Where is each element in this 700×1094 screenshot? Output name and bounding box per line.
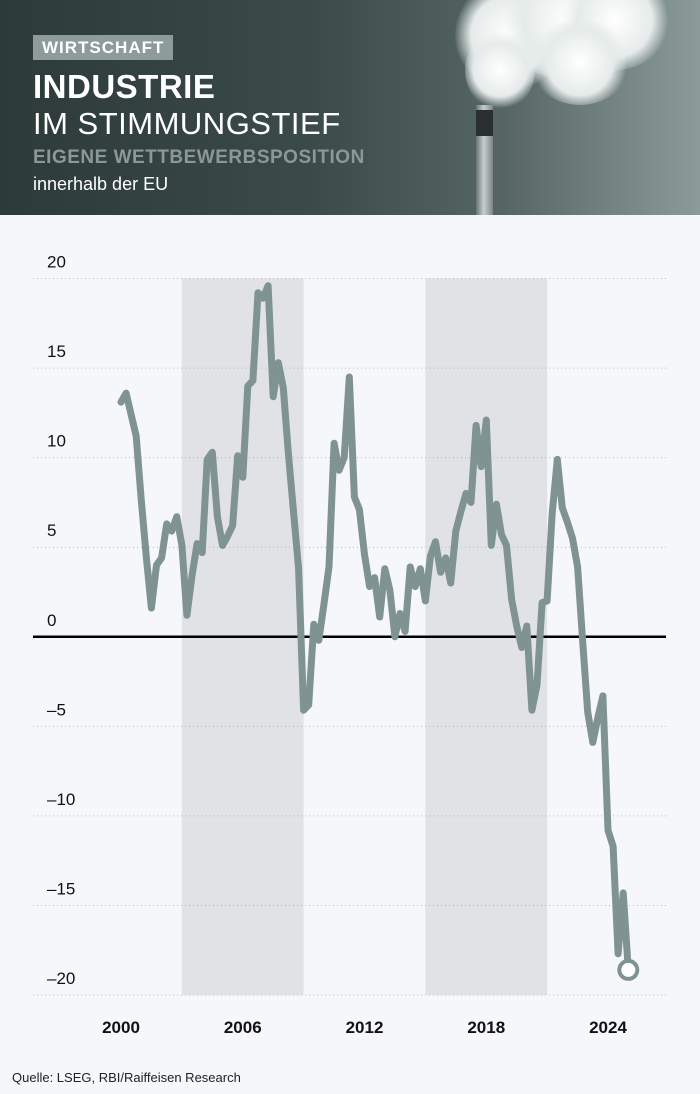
y-tick-label: 5 [47, 521, 56, 540]
smoke-cloud [465, 30, 535, 110]
x-tick-label: 2012 [346, 1018, 384, 1037]
smoke-cloud [530, 20, 630, 105]
x-tick-label: 2024 [589, 1018, 627, 1037]
series [117, 282, 640, 981]
x-axis-ticks: 2000 2006 2012 2018 2024 [102, 1018, 627, 1037]
category-tag: WIRTSCHAFT [33, 35, 174, 60]
y-tick-label: –5 [47, 700, 66, 719]
title-line-1: INDUSTRIE [33, 68, 216, 105]
y-tick-label: –10 [47, 790, 75, 809]
x-tick-label: 2018 [467, 1018, 505, 1037]
end-point-marker [617, 958, 640, 981]
series-line [117, 282, 632, 974]
y-tick-label: –15 [47, 879, 75, 898]
chart-subtitle: EIGENE WETTBEWERBSPOSITION [33, 147, 365, 168]
y-tick-label: 20 [47, 253, 66, 272]
x-tick-label: 2006 [224, 1018, 262, 1037]
y-tick-label: –20 [47, 969, 75, 988]
header-banner: WIRTSCHAFT INDUSTRIE IM STIMMUNGSTIEF EI… [0, 0, 700, 215]
chart-subtitle-2: innerhalb der EU [33, 174, 169, 194]
line-chart: 20 15 10 5 0 –5 –10 –15 –20 2000 2006 2012 2018 2024 [33, 253, 666, 1037]
y-tick-label: 15 [47, 342, 66, 361]
chimney-band [476, 110, 493, 136]
source-note: Quelle: LSEG, RBI/Raiffeisen Research [12, 1070, 241, 1085]
y-axis-ticks: 20 15 10 5 0 –5 –10 –15 –20 [47, 253, 75, 989]
x-tick-label: 2000 [102, 1018, 140, 1037]
y-tick-label: 10 [47, 432, 66, 451]
y-tick-label: 0 [47, 611, 56, 630]
title-line-2: IM STIMMUNGSTIEF [33, 106, 341, 141]
